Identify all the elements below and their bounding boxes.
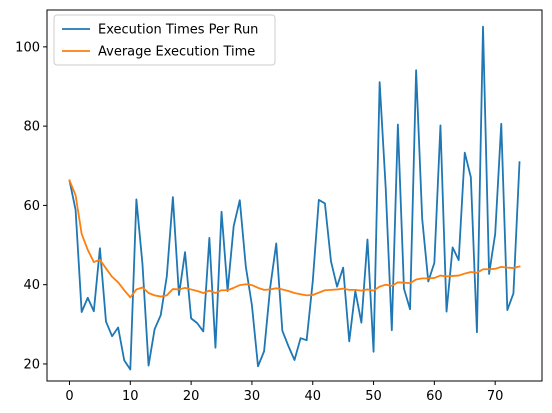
legend: Execution Times Per Run Average Executio…	[53, 14, 276, 66]
x-tick-label: 0	[65, 389, 73, 404]
y-tick-label: 80	[23, 120, 40, 135]
series-line-execution-times	[68, 25, 521, 371]
x-tick-label: 60	[426, 389, 443, 404]
x-tick-label: 10	[122, 389, 139, 404]
y-tick-label: 20	[23, 357, 40, 372]
series-line-average-execution-time	[68, 179, 521, 299]
axes-frame	[46, 9, 543, 382]
x-tick-label: 20	[183, 389, 200, 404]
y-tick-label: 40	[23, 278, 40, 293]
x-tick-label: 30	[244, 389, 261, 404]
series-layer	[68, 25, 521, 371]
y-tick-label: 60	[23, 199, 40, 214]
x-tick-label: 50	[365, 389, 382, 404]
legend-label-average-execution-time: Average Execution Time	[98, 45, 255, 60]
legend-label-execution-times: Execution Times Per Run	[98, 23, 258, 38]
x-tick-label: 70	[487, 389, 504, 404]
x-axis: 0 10 20 30 40 50 60 70	[65, 381, 503, 404]
x-tick-label: 40	[304, 389, 321, 404]
y-tick-label: 100	[15, 40, 40, 55]
y-axis: 20 40 60 80 100	[15, 40, 47, 372]
legend-box	[53, 14, 276, 66]
